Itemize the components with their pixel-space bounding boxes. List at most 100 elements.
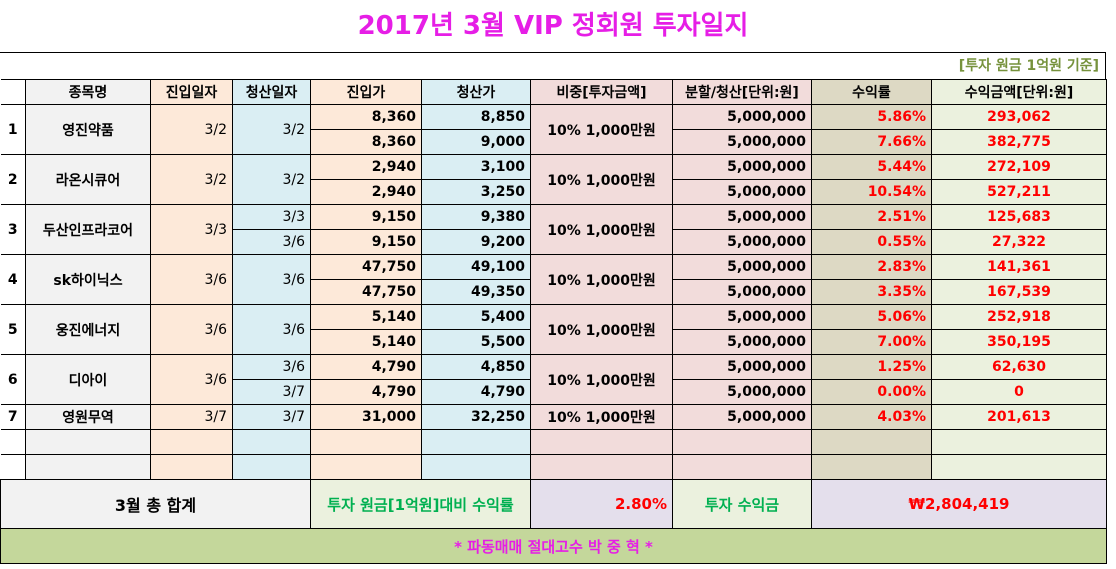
- row-number[interactable]: 5: [0, 304, 26, 355]
- split-amount[interactable]: 5,000,000: [672, 179, 812, 205]
- weight[interactable]: 10% 1,000만원: [530, 204, 673, 255]
- profit-amount[interactable]: 350,195: [931, 329, 1107, 355]
- exit-price[interactable]: 9,000: [421, 129, 531, 155]
- stock-name[interactable]: sk하이닉스: [25, 254, 151, 305]
- summary-rate-label[interactable]: 투자 원금[1억원]대비 수익률: [310, 479, 531, 529]
- profit-amount[interactable]: 0: [931, 379, 1107, 405]
- empty-cell[interactable]: [310, 454, 422, 480]
- entry-price[interactable]: 9,150: [310, 204, 422, 230]
- split-amount[interactable]: 5,000,000: [672, 154, 812, 180]
- return-rate[interactable]: 5.44%: [811, 154, 932, 180]
- exit-price[interactable]: 49,100: [421, 254, 531, 280]
- return-rate[interactable]: 0.00%: [811, 379, 932, 405]
- weight[interactable]: 10% 1,000만원: [530, 154, 673, 205]
- empty-cell[interactable]: [25, 429, 151, 455]
- profit-amount[interactable]: 27,322: [931, 229, 1107, 255]
- stock-name[interactable]: 영진약품: [25, 104, 151, 155]
- exit-price[interactable]: 8,850: [421, 104, 531, 130]
- empty-cell[interactable]: [530, 429, 673, 455]
- empty-cell[interactable]: [150, 454, 233, 480]
- exit-date[interactable]: 3/7: [232, 379, 311, 405]
- exit-price[interactable]: 3,100: [421, 154, 531, 180]
- stock-name[interactable]: 영원무역: [25, 404, 151, 430]
- return-rate[interactable]: 0.55%: [811, 229, 932, 255]
- column-header[interactable]: 수익률: [811, 79, 932, 105]
- stock-name[interactable]: 라온시큐어: [25, 154, 151, 205]
- row-number[interactable]: 3: [0, 204, 26, 255]
- return-rate[interactable]: 4.03%: [811, 404, 932, 430]
- empty-cell[interactable]: [811, 454, 932, 480]
- profit-amount[interactable]: 293,062: [931, 104, 1107, 130]
- exit-date[interactable]: 3/6: [232, 354, 311, 380]
- exit-price[interactable]: 5,500: [421, 329, 531, 355]
- row-number[interactable]: 6: [0, 354, 26, 405]
- profit-amount[interactable]: 382,775: [931, 129, 1107, 155]
- exit-price[interactable]: 49,350: [421, 279, 531, 305]
- entry-date[interactable]: 3/6: [150, 304, 233, 355]
- summary-profit[interactable]: ₩2,804,419: [811, 479, 1107, 529]
- exit-date[interactable]: 3/2: [232, 104, 311, 155]
- empty-cell[interactable]: [25, 454, 151, 480]
- entry-price[interactable]: 47,750: [310, 254, 422, 280]
- row-number[interactable]: 1: [0, 104, 26, 155]
- summary-label[interactable]: 3월 총 합계: [0, 479, 311, 529]
- exit-date[interactable]: 3/6: [232, 229, 311, 255]
- exit-price[interactable]: 4,790: [421, 379, 531, 405]
- exit-date[interactable]: 3/6: [232, 254, 311, 305]
- split-amount[interactable]: 5,000,000: [672, 329, 812, 355]
- entry-date[interactable]: 3/2: [150, 104, 233, 155]
- exit-price[interactable]: 32,250: [421, 404, 531, 430]
- column-header[interactable]: 분할/청산[단위:원]: [672, 79, 812, 105]
- exit-date[interactable]: 3/3: [232, 204, 311, 230]
- profit-amount[interactable]: 62,630: [931, 354, 1107, 380]
- profit-amount[interactable]: 272,109: [931, 154, 1107, 180]
- column-header[interactable]: 청산가: [421, 79, 531, 105]
- stock-name[interactable]: 디아이: [25, 354, 151, 405]
- weight[interactable]: 10% 1,000만원: [530, 254, 673, 305]
- empty-cell[interactable]: [931, 429, 1107, 455]
- entry-price[interactable]: 8,360: [310, 129, 422, 155]
- empty-cell[interactable]: [310, 429, 422, 455]
- entry-price[interactable]: 31,000: [310, 404, 422, 430]
- entry-price[interactable]: 47,750: [310, 279, 422, 305]
- split-amount[interactable]: 5,000,000: [672, 104, 812, 130]
- exit-price[interactable]: 5,400: [421, 304, 531, 330]
- weight[interactable]: 10% 1,000만원: [530, 304, 673, 355]
- empty-cell[interactable]: [530, 454, 673, 480]
- entry-price[interactable]: 2,940: [310, 154, 422, 180]
- empty-cell[interactable]: [931, 454, 1107, 480]
- summary-rate[interactable]: 2.80%: [530, 479, 673, 529]
- column-header[interactable]: 청산일자: [232, 79, 311, 105]
- entry-price[interactable]: 2,940: [310, 179, 422, 205]
- empty-cell[interactable]: [672, 429, 812, 455]
- profit-amount[interactable]: 167,539: [931, 279, 1107, 305]
- return-rate[interactable]: 7.66%: [811, 129, 932, 155]
- empty-cell[interactable]: [150, 429, 233, 455]
- exit-price[interactable]: 9,200: [421, 229, 531, 255]
- column-header[interactable]: 진입일자: [150, 79, 233, 105]
- column-header[interactable]: 비중[투자금액]: [530, 79, 673, 105]
- entry-date[interactable]: 3/7: [150, 404, 233, 430]
- exit-price[interactable]: 9,380: [421, 204, 531, 230]
- empty-cell[interactable]: [232, 429, 311, 455]
- return-rate[interactable]: 5.06%: [811, 304, 932, 330]
- empty-cell[interactable]: [811, 429, 932, 455]
- return-rate[interactable]: 2.83%: [811, 254, 932, 280]
- return-rate[interactable]: 2.51%: [811, 204, 932, 230]
- split-amount[interactable]: 5,000,000: [672, 279, 812, 305]
- summary-profit-label[interactable]: 투자 수익금: [672, 479, 812, 529]
- profit-amount[interactable]: 527,211: [931, 179, 1107, 205]
- entry-price[interactable]: 4,790: [310, 379, 422, 405]
- weight[interactable]: 10% 1,000만원: [530, 404, 673, 430]
- empty-cell[interactable]: [0, 429, 26, 455]
- footer-note[interactable]: * 파동매매 절대고수 박 중 혁 *: [0, 528, 1107, 564]
- split-amount[interactable]: 5,000,000: [672, 204, 812, 230]
- row-number[interactable]: 7: [0, 404, 26, 430]
- profit-amount[interactable]: 125,683: [931, 204, 1107, 230]
- entry-price[interactable]: 5,140: [310, 329, 422, 355]
- weight[interactable]: 10% 1,000만원: [530, 354, 673, 405]
- entry-date[interactable]: 3/3: [150, 204, 233, 255]
- return-rate[interactable]: 5.86%: [811, 104, 932, 130]
- return-rate[interactable]: 3.35%: [811, 279, 932, 305]
- entry-price[interactable]: 4,790: [310, 354, 422, 380]
